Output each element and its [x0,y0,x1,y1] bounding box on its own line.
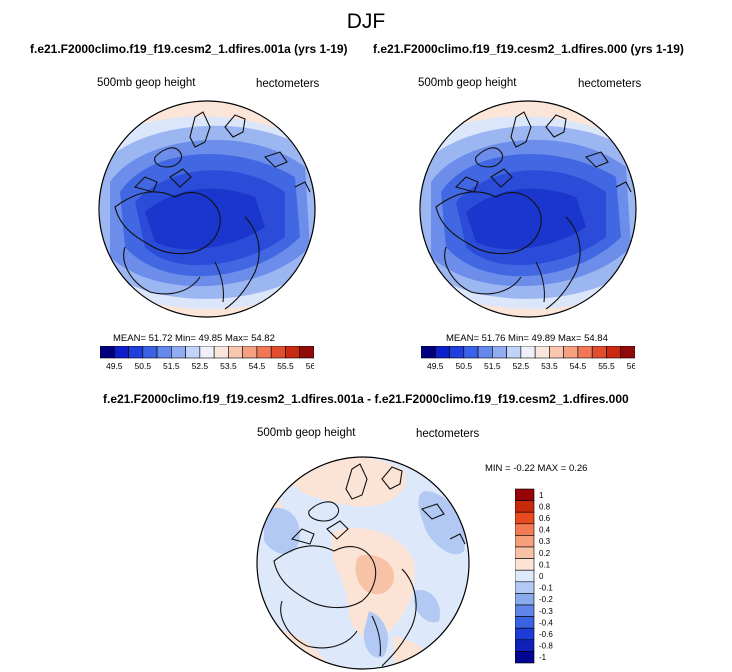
polar-map-left [98,100,316,318]
colorbar-right-tick-label: 53.5 [541,361,558,371]
colorbar-right-tick-label: 56.5 [627,361,635,371]
colorbar-left-tick-label: 53.5 [220,361,237,371]
colorbar-right-tick-label: 52.5 [513,361,530,371]
colorbar-right-swatch [434,346,450,359]
colorbar-difference-tick-label: -0.1 [539,584,553,593]
colorbar-right-swatch [520,346,536,359]
colorbar-right-swatch [549,346,564,359]
colorbar-right: 49.5 50.5 51.5 52.5 53.5 54.5 55.5 56.5 [421,346,635,371]
colorbar-right-tick-label: 50.5 [456,361,473,371]
colorbar-right-swatch [606,346,622,359]
units-label-left: hectometers [256,78,320,90]
colorbar-right-tick-label: 51.5 [484,361,501,371]
colorbar-right-swatch [534,346,550,359]
colorbar-left-swatch [213,346,229,359]
colorbar-difference-swatch [515,581,535,594]
units-label-diff: hectometers [416,428,480,440]
polar-map-right [419,100,637,318]
colorbar-difference-tick-label: 1 [539,491,544,500]
colorbar-right-tick-label: 55.5 [598,361,615,371]
variable-label-left: 500mb geop height [97,77,196,89]
colorbar-left-swatch [100,346,115,359]
colorbar-difference-swatch [515,488,535,501]
colorbar-difference-swatch [515,616,535,629]
colorbar-right-swatch [591,346,607,359]
colorbar-left-tick-label: 54.5 [249,361,266,371]
colorbar-left-swatch [285,346,301,359]
colorbar-difference-tick-label: 0.3 [539,537,551,546]
run-title-left: f.e21.F2000climo.f19_f19.cesm2_1.dfires.… [30,42,348,56]
stats-right: MEAN= 51.76 Min= 49.89 Max= 54.84 [446,333,608,344]
colorbar-left-swatch [156,346,172,359]
colorbar-left-swatch [199,346,215,359]
colorbar-left-swatch [171,346,186,359]
colorbar-right-swatch [492,346,507,359]
colorbar-left-tick-label: 49.5 [106,361,123,371]
colorbar-difference-tick-label: -1 [539,653,547,662]
stats-left: MEAN= 51.72 Min= 49.85 Max= 54.82 [113,333,275,344]
stats-diff: MIN = -0.22 MAX = 0.26 [485,463,588,474]
colorbar-difference-swatch [515,511,535,525]
colorbar-difference-swatch [515,535,535,548]
colorbar-difference-tick-label: 0.6 [539,514,551,523]
colorbar-right-swatch [463,346,479,359]
difference-title: f.e21.F2000climo.f19_f19.cesm2_1.dfires.… [103,392,629,406]
colorbar-difference-tick-label: -0.2 [539,595,553,604]
colorbar-right-swatch [477,346,493,359]
colorbar-left-swatch [242,346,258,359]
colorbar-right-swatch [506,346,522,359]
colorbar-right-swatch [577,346,593,359]
variable-label-diff: 500mb geop height [257,427,356,439]
colorbar-left-swatch [128,346,144,359]
colorbar-difference-tick-label: -0.3 [539,607,553,616]
colorbar-difference-swatch [515,627,535,641]
colorbar-difference-swatch [515,546,535,559]
colorbar-difference-tick-label: -0.4 [539,618,553,627]
colorbar-left-tick-label: 52.5 [192,361,209,371]
colorbar-left-tick-label: 56.5 [306,361,314,371]
colorbar-difference-swatch [515,651,535,664]
colorbar-difference-swatch [515,593,535,606]
colorbar-difference-tick-label: -0.8 [539,642,553,651]
colorbar-left-swatch [270,346,286,359]
colorbar-difference-tick-label: 0 [539,572,544,581]
colorbar-left-swatch [142,346,158,359]
colorbar-difference-swatch [515,523,535,536]
colorbar-right-tick-label: 54.5 [570,361,587,371]
colorbar-right-tick-label: 49.5 [427,361,444,371]
colorbar-difference-tick-label: 0.2 [539,549,551,558]
units-label-right: hectometers [578,78,642,90]
colorbar-left-swatch [113,346,129,359]
colorbar-difference-tick-label: 0.8 [539,502,551,511]
colorbar-right-swatch [620,346,635,359]
colorbar-difference-tick-label: -0.6 [539,630,553,639]
colorbar-difference-swatch [515,569,535,583]
colorbar-difference-tick-label: 0.1 [539,560,551,569]
colorbar-difference-tick-label: 0.4 [539,526,551,535]
colorbar-left-tick-label: 50.5 [135,361,152,371]
colorbar-left-swatch [299,346,314,359]
colorbar-difference-swatch [515,558,535,571]
colorbar-right-swatch [449,346,465,359]
colorbar-right-swatch [563,346,579,359]
polar-map-difference [256,456,470,670]
colorbar-difference-swatch [515,500,535,513]
colorbar-left-tick-label: 55.5 [277,361,294,371]
variable-label-right: 500mb geop height [418,77,517,89]
colorbar-left-swatch [185,346,201,359]
colorbar-difference: 1 0.8 0.6 0.4 0.3 0.2 0.1 0 -0.1 -0.2 -0.3 -0.4 -0.6… [515,488,553,664]
colorbar-left-swatch [228,346,243,359]
colorbar-left-tick-label: 51.5 [163,361,180,371]
colorbar-left: 49.5 50.5 51.5 52.5 53.5 54.5 55.5 56.5 [100,346,314,371]
season-title: DJF [346,10,386,33]
run-title-right: f.e21.F2000climo.f19_f19.cesm2_1.dfires.… [373,42,684,56]
colorbar-difference-swatch [515,639,535,652]
colorbar-left-swatch [256,346,272,359]
colorbar-difference-swatch [515,604,535,617]
colorbar-right-swatch [421,346,436,359]
